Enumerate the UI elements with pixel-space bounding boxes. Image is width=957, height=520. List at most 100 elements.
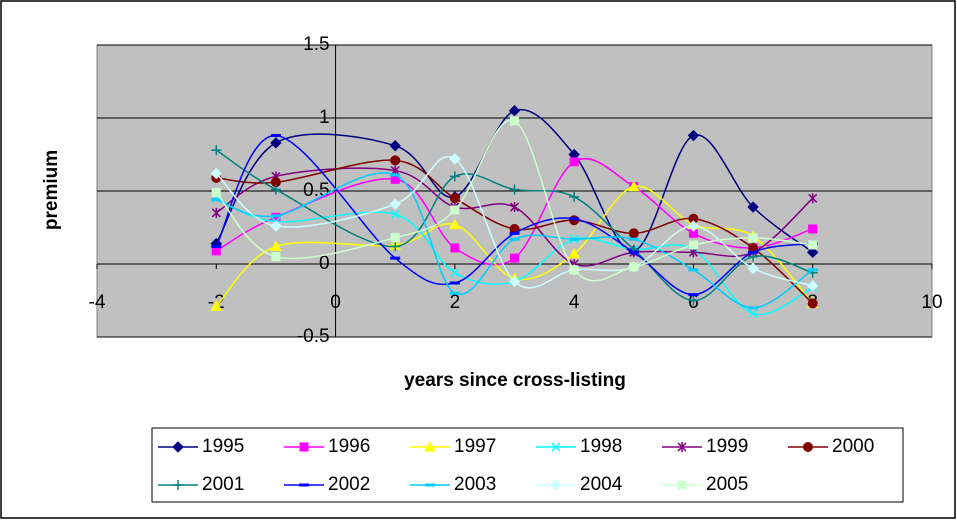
series — [211, 172, 818, 310]
marker — [449, 291, 460, 295]
marker — [627, 180, 640, 192]
legend-entry: 1997 — [410, 436, 496, 457]
marker — [628, 237, 639, 241]
x-tick-label: 2 — [450, 292, 461, 313]
marker — [210, 300, 223, 311]
marker — [390, 155, 401, 166]
marker — [390, 241, 401, 252]
marker — [808, 224, 818, 234]
legend-label: 1998 — [580, 436, 622, 457]
legend-marker — [550, 479, 562, 491]
legend-marker — [173, 480, 183, 490]
marker — [748, 233, 758, 243]
marker — [747, 201, 759, 213]
legend-label: 1999 — [706, 436, 748, 457]
marker — [628, 250, 639, 254]
marker — [569, 191, 580, 202]
legend-label: 1996 — [328, 436, 370, 457]
marker — [270, 137, 282, 149]
marker — [211, 246, 221, 256]
legend-entry: 2005 — [662, 474, 748, 495]
legend-entry: 1998 — [536, 436, 622, 457]
marker — [450, 268, 460, 278]
marker — [389, 140, 401, 152]
marker — [688, 240, 698, 250]
marker — [747, 262, 759, 275]
marker — [688, 295, 699, 306]
marker — [509, 231, 520, 235]
y-tick-label: 0.5 — [303, 180, 329, 201]
legend-entry: 1995 — [158, 436, 244, 457]
y-axis-title: premium — [41, 150, 62, 230]
legend-marker — [299, 483, 309, 487]
marker — [569, 157, 579, 167]
series-line — [215, 119, 813, 282]
legend-marker — [551, 442, 561, 452]
marker — [808, 193, 818, 204]
marker — [508, 104, 521, 117]
marker — [390, 173, 401, 177]
legend-label: 1995 — [202, 436, 244, 457]
legend-marker — [299, 442, 309, 452]
marker — [628, 228, 639, 239]
marker — [808, 240, 818, 250]
marker — [569, 237, 580, 241]
marker — [509, 202, 520, 213]
legend-entry: 1996 — [284, 436, 370, 457]
series-line — [216, 159, 814, 304]
marker — [807, 298, 818, 309]
legend-marker — [172, 441, 184, 453]
marker — [271, 252, 281, 262]
marker — [569, 217, 580, 221]
x-tick-label: -4 — [89, 292, 106, 313]
marker — [449, 153, 461, 165]
marker — [390, 209, 400, 219]
series — [211, 134, 818, 297]
marker — [211, 244, 222, 248]
legend-entry: 2000 — [788, 436, 874, 457]
marker — [807, 280, 819, 292]
marker — [270, 220, 282, 232]
marker — [508, 275, 521, 288]
marker — [211, 198, 222, 202]
legend-marker — [425, 483, 435, 487]
legend-entry: 1999 — [662, 436, 748, 457]
legend-label: 2002 — [328, 474, 370, 495]
marker — [748, 306, 759, 310]
y-tick-label: -0.5 — [297, 326, 330, 347]
marker — [568, 247, 580, 259]
legend-entry: 2003 — [410, 474, 496, 495]
legend-entry: 2002 — [284, 474, 370, 495]
marker — [748, 309, 758, 319]
marker — [211, 187, 221, 197]
marker — [687, 129, 700, 142]
marker — [390, 233, 400, 243]
marker — [449, 193, 460, 204]
marker — [748, 250, 759, 254]
marker — [509, 237, 520, 241]
marker — [390, 256, 401, 260]
marker — [629, 262, 639, 272]
marker — [270, 214, 281, 218]
legend-label: 2005 — [706, 474, 748, 495]
x-tick-label: 4 — [569, 292, 580, 313]
legend-marker — [677, 480, 687, 490]
legend-label: 2001 — [202, 474, 244, 495]
marker — [510, 116, 519, 126]
legend-entry: 2004 — [536, 474, 623, 495]
marker — [807, 246, 819, 259]
legend-label: 1997 — [454, 436, 496, 457]
legend-marker — [803, 442, 813, 452]
marker — [270, 240, 282, 251]
marker — [211, 207, 221, 218]
legend-marker — [424, 440, 436, 452]
x-axis-title: years since cross-listing — [404, 370, 626, 391]
marker — [510, 253, 519, 263]
legend-entry: 2001 — [158, 474, 244, 495]
y-tick-label: 1 — [319, 107, 330, 128]
series-line — [215, 158, 813, 266]
series — [211, 116, 818, 282]
marker — [688, 293, 699, 297]
marker — [210, 167, 222, 180]
